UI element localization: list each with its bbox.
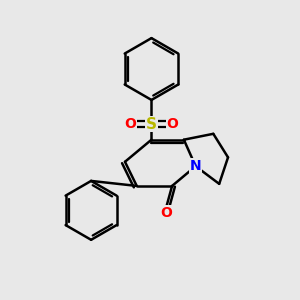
Text: S: S <box>146 117 157 132</box>
Text: O: O <box>167 117 178 131</box>
Text: O: O <box>160 206 172 220</box>
Text: N: N <box>190 159 202 173</box>
Text: O: O <box>124 117 136 131</box>
